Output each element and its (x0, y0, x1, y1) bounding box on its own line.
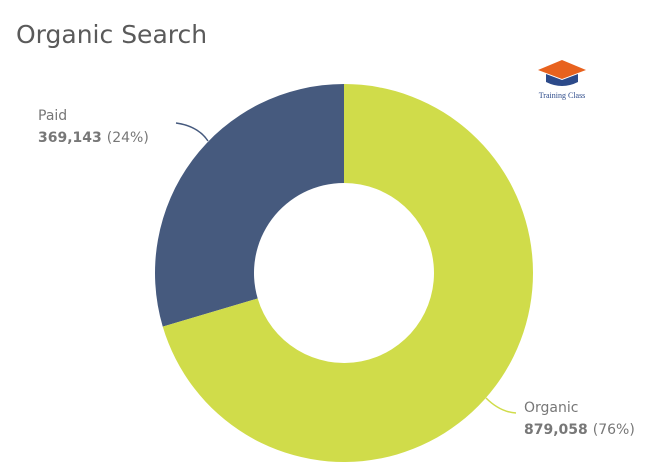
value-label: 879,058 (524, 422, 588, 438)
leader-line (175, 122, 209, 142)
donut-segment (162, 84, 533, 462)
data-label: 369,143 (24%) (38, 130, 149, 146)
donut-segment (154, 84, 344, 327)
percent-label: (24%) (107, 130, 149, 146)
logo: Training Class (538, 60, 586, 100)
leader-line (485, 397, 517, 414)
data-label: 879,058 (76%) (524, 422, 635, 438)
logo-text: Training Class (539, 91, 586, 100)
legend-label: Organic (524, 400, 578, 416)
percent-label: (76%) (593, 422, 635, 438)
legend-label: Paid (38, 108, 67, 124)
logo-cap-base (546, 74, 578, 86)
value-label: 369,143 (38, 130, 102, 146)
chart-title: Organic Search (16, 20, 207, 49)
logo-cap (538, 60, 586, 79)
